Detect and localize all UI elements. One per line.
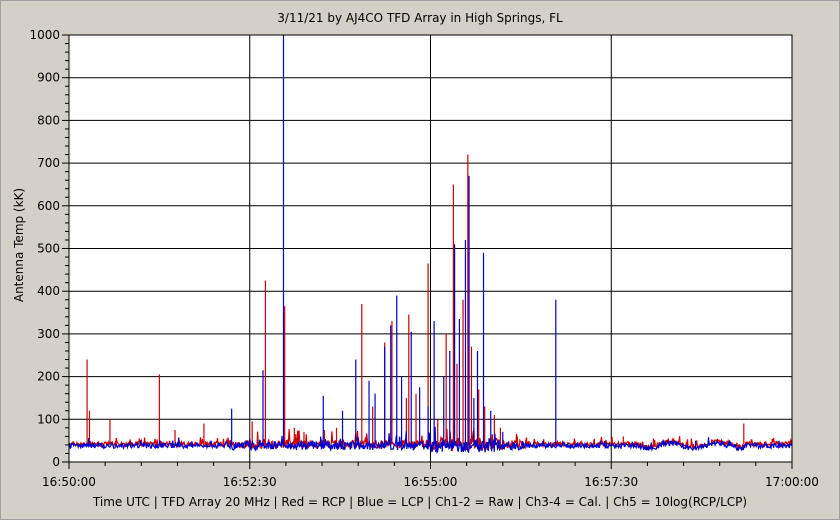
y-tick-label: 400 (37, 284, 60, 298)
y-tick-label: 500 (37, 242, 60, 256)
y-tick-label: 1000 (29, 28, 60, 42)
y-tick-label: 800 (37, 113, 60, 127)
y-tick-label: 700 (37, 156, 60, 170)
x-tick-label: 17:00:00 (765, 475, 819, 489)
y-tick-label: 200 (37, 370, 60, 384)
x-tick-label: 16:55:00 (404, 475, 458, 489)
x-tick-label: 16:50:00 (42, 475, 96, 489)
chart-title: 3/11/21 by AJ4CO TFD Array in High Sprin… (277, 11, 563, 25)
x-tick-label: 16:57:30 (584, 475, 638, 489)
plot-border (68, 34, 793, 463)
y-tick-label: 100 (37, 412, 60, 426)
y-tick-label: 300 (37, 327, 60, 341)
y-tick-label: 0 (52, 455, 60, 469)
series-line-lcp (68, 426, 793, 455)
x-tick-label: 16:52:30 (223, 475, 277, 489)
y-tick-label: 600 (37, 199, 60, 213)
y-tick-label: 900 (37, 71, 60, 85)
x-axis-label: Time UTC | TFD Array 20 MHz | Red = RCP … (92, 495, 748, 509)
